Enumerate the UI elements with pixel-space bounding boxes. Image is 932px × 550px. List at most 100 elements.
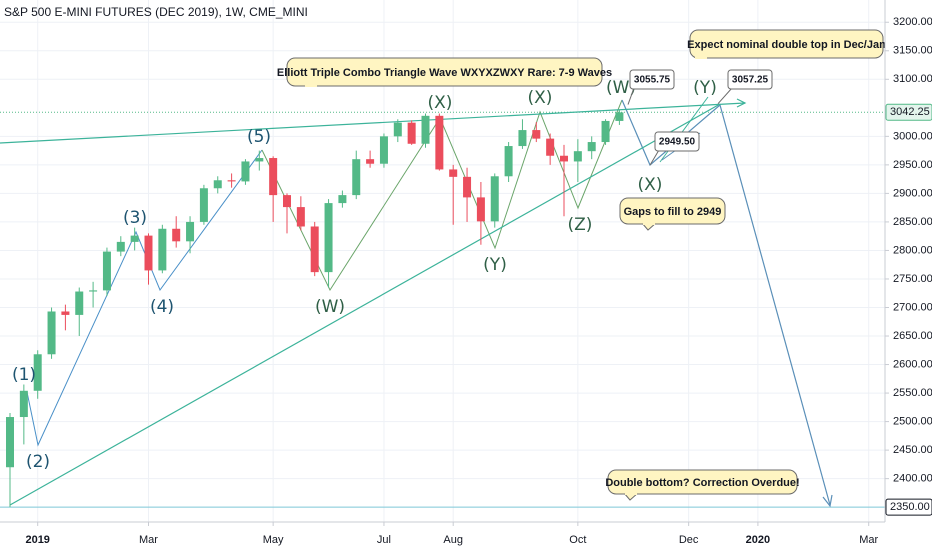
wave-label: (X) bbox=[428, 93, 453, 113]
y-tick-label: 2900.00 bbox=[893, 187, 932, 199]
candle-body bbox=[324, 203, 333, 273]
note-box bbox=[689, 29, 884, 59]
y-tick-label: 2850.00 bbox=[893, 216, 932, 228]
candle-body bbox=[504, 146, 513, 177]
callout-label: 3057.25 bbox=[732, 75, 769, 86]
candle-body bbox=[33, 354, 42, 391]
candle-body bbox=[102, 251, 111, 291]
candle-body bbox=[213, 180, 222, 189]
wave-label: (Y) bbox=[693, 78, 717, 98]
wave-label: (Z) bbox=[568, 215, 593, 235]
wave-label: (W) bbox=[606, 78, 636, 98]
callout-pointer bbox=[717, 87, 733, 105]
candle-body bbox=[601, 120, 610, 143]
candle-body bbox=[186, 221, 195, 242]
candle-body bbox=[269, 158, 278, 196]
callout-pointer bbox=[627, 87, 635, 105]
candle-body bbox=[615, 112, 624, 121]
note-text: Gaps to fill to 2949 bbox=[624, 206, 722, 218]
y-tick-label: 2500.00 bbox=[893, 415, 932, 427]
wave-label: (5) bbox=[247, 127, 271, 147]
axes: 3200.00 3150.00 3100.00 3000.00 2950.00 2900.… bbox=[25, 16, 932, 546]
wave-label: (1) bbox=[12, 365, 36, 385]
candle-body bbox=[89, 290, 98, 292]
y-tick-label: 2450.00 bbox=[893, 444, 932, 456]
candle-body bbox=[283, 195, 291, 208]
candle-body bbox=[144, 235, 153, 271]
last-price-label: 3042.25 bbox=[890, 106, 930, 118]
projection-line bbox=[621, 99, 831, 506]
candle-body bbox=[6, 417, 14, 468]
candle-body bbox=[241, 161, 250, 182]
candle-body bbox=[130, 235, 139, 242]
candle-body bbox=[463, 176, 472, 198]
grid bbox=[0, 0, 885, 522]
candle-body bbox=[490, 176, 499, 222]
y-tick-label: 2750.00 bbox=[893, 273, 932, 285]
note-text: Expect nominal double top in Dec/Jan bbox=[687, 39, 886, 51]
candle-body bbox=[75, 291, 84, 315]
y-tick-label: 2950.00 bbox=[893, 159, 932, 171]
candle-body bbox=[560, 155, 568, 162]
candle-body bbox=[379, 136, 388, 164]
wave-label: (X) bbox=[528, 88, 553, 108]
wave-label: (W) bbox=[315, 297, 345, 317]
candle-body bbox=[518, 130, 527, 147]
callout-box bbox=[654, 131, 700, 152]
note-patch bbox=[643, 222, 655, 225]
chart-title: S&P 500 E-MINI FUTURES (DEC 2019), 1W, C… bbox=[4, 5, 308, 19]
y-tick-label: 3150.00 bbox=[893, 45, 932, 57]
y-tick-label: 2600.00 bbox=[893, 358, 932, 370]
note-box bbox=[286, 57, 603, 87]
y-tick-label: 2400.00 bbox=[893, 473, 932, 485]
candle-body bbox=[296, 207, 305, 227]
candle-body bbox=[476, 197, 485, 222]
x-tick-label: Dec bbox=[679, 534, 699, 546]
candle-body bbox=[172, 228, 181, 242]
x-tick-label: May bbox=[263, 534, 284, 546]
callout-label: 2949.50 bbox=[659, 137, 696, 148]
x-tick-label: Aug bbox=[443, 534, 463, 546]
support-tag bbox=[885, 498, 932, 516]
impulse-wave-line bbox=[26, 149, 263, 447]
y-tick-label: 3200.00 bbox=[893, 16, 932, 28]
candle-body bbox=[532, 130, 541, 139]
note-patch bbox=[695, 56, 707, 59]
y-tick-label: 2650.00 bbox=[893, 330, 932, 342]
candle-body bbox=[421, 115, 430, 144]
x-tick-label: Mar bbox=[859, 534, 878, 546]
callout-box bbox=[727, 69, 773, 90]
wave-label: (4) bbox=[150, 297, 174, 317]
upper-trend-line bbox=[0, 102, 746, 144]
x-tick-label: 2019 bbox=[25, 534, 49, 546]
candle-body bbox=[573, 151, 582, 162]
combo-wave-line bbox=[261, 99, 623, 292]
x-tick-label: Oct bbox=[569, 534, 586, 546]
candle-body bbox=[310, 226, 319, 273]
candle-body bbox=[19, 390, 28, 418]
candle-body bbox=[47, 311, 56, 355]
note-text: Elliott Triple Combo Triangle Wave WXYXZ… bbox=[277, 67, 612, 79]
x-tick-label: Mar bbox=[139, 534, 158, 546]
wave-label: (3) bbox=[123, 208, 147, 228]
x-tick-label: 2020 bbox=[746, 534, 770, 546]
y-tick-label: 2550.00 bbox=[893, 387, 932, 399]
support-label: 2350.00 bbox=[890, 501, 930, 513]
projection-arrow bbox=[822, 494, 833, 508]
candle-body bbox=[587, 142, 596, 152]
y-tick-label: 2800.00 bbox=[893, 244, 932, 256]
candle-body bbox=[449, 169, 458, 177]
lower-trend-line bbox=[9, 103, 721, 506]
note-box bbox=[619, 197, 726, 225]
y-tick-label: 3000.00 bbox=[893, 130, 932, 142]
candle-body bbox=[546, 138, 555, 156]
candles bbox=[6, 110, 624, 508]
price-axis-bg bbox=[885, 0, 932, 550]
note-box bbox=[607, 469, 798, 495]
candle-body bbox=[338, 195, 347, 204]
candle-body bbox=[366, 159, 375, 164]
callout-pointer bbox=[649, 149, 660, 166]
candle-body bbox=[393, 122, 402, 137]
candle-body bbox=[199, 188, 208, 222]
